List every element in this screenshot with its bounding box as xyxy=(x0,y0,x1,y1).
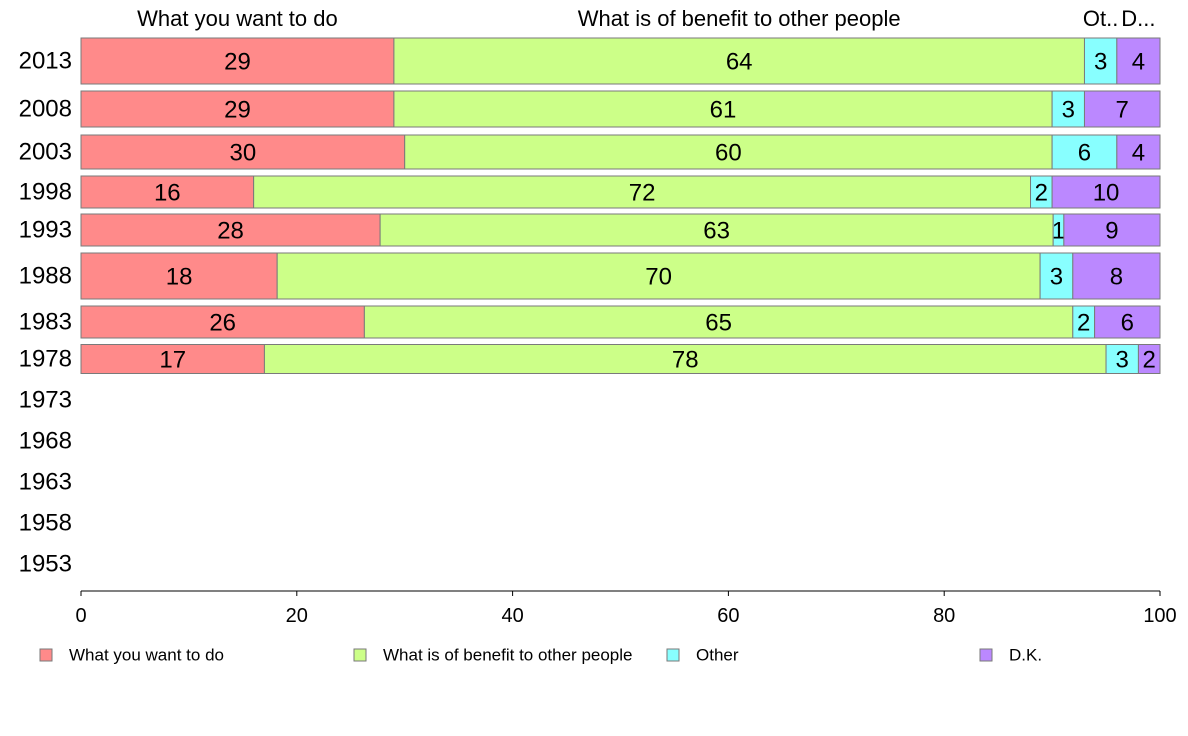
data-label-1993-s3: 9 xyxy=(1105,218,1118,245)
bar-segment-1983-s3 xyxy=(1094,305,1161,339)
bar-segment-2013-s3 xyxy=(1116,37,1161,85)
column-header-s1: What is of benefit to other people xyxy=(578,6,901,31)
x-tick-label-0: 0 xyxy=(75,605,86,627)
bar-segment-1993-s1 xyxy=(379,213,1054,247)
year-label-1978: 1978 xyxy=(19,346,72,373)
legend-label-s3: D.K. xyxy=(1009,646,1042,665)
data-label-1983-s2: 2 xyxy=(1077,310,1090,337)
data-label-2003-s3: 4 xyxy=(1132,140,1145,167)
data-label-2008-s0: 29 xyxy=(224,97,251,124)
bar-segment-2003-s3 xyxy=(1116,134,1161,170)
data-label-2013-s3: 4 xyxy=(1132,49,1145,76)
data-label-1983-s1: 65 xyxy=(705,310,732,337)
bar-segment-2013-s2 xyxy=(1083,37,1118,85)
bar-segment-2013-s0 xyxy=(80,37,395,85)
data-label-2003-s1: 60 xyxy=(715,140,742,167)
data-label-1978-s0: 17 xyxy=(159,347,186,374)
legend-label-s2: Other xyxy=(696,646,739,665)
legend-label-s0: What you want to do xyxy=(69,646,224,665)
x-tick-label-20: 20 xyxy=(286,605,308,627)
x-tick-label-40: 40 xyxy=(501,605,523,627)
bar-segment-1993-s0 xyxy=(80,213,381,247)
bar-segment-1998-s0 xyxy=(80,175,255,209)
year-label-2013: 2013 xyxy=(19,48,72,75)
data-label-2003-s0: 30 xyxy=(229,140,256,167)
year-label-2003: 2003 xyxy=(19,139,72,166)
x-tick-label-100: 100 xyxy=(1143,605,1176,627)
year-label-1963: 1963 xyxy=(19,469,72,496)
bar-segment-2003-s1 xyxy=(404,134,1053,170)
data-label-1983-s0: 26 xyxy=(209,310,236,337)
data-label-1988-s3: 8 xyxy=(1110,264,1123,291)
year-label-1998: 1998 xyxy=(19,179,72,206)
data-label-1993-s1: 63 xyxy=(703,218,730,245)
year-label-2008: 2008 xyxy=(19,96,72,123)
year-label-1993: 1993 xyxy=(19,217,72,244)
data-label-1998-s0: 16 xyxy=(154,180,181,207)
data-label-1988-s1: 70 xyxy=(645,264,672,291)
data-label-1998-s3: 10 xyxy=(1093,180,1120,207)
data-label-2013-s1: 64 xyxy=(726,49,753,76)
bar-segment-1978-s3 xyxy=(1137,344,1161,374)
legend-swatch-s3 xyxy=(979,648,993,662)
bar-segment-1978-s1 xyxy=(263,344,1107,374)
data-label-2008-s1: 61 xyxy=(710,97,737,124)
bar-segment-2008-s0 xyxy=(80,90,395,128)
bar-segment-1988-s0 xyxy=(80,252,278,300)
column-header-s3: D... xyxy=(1121,6,1155,31)
data-label-2003-s2: 6 xyxy=(1078,140,1091,167)
data-label-2008-s2: 3 xyxy=(1062,97,1075,124)
data-label-1988-s0: 18 xyxy=(166,264,193,291)
data-label-1993-s2: 1 xyxy=(1052,218,1065,245)
bar-segment-1998-s3 xyxy=(1051,175,1161,209)
column-header-s2: Ot.. xyxy=(1083,6,1118,31)
data-label-2013-s0: 29 xyxy=(224,49,251,76)
legend-label-s1: What is of benefit to other people xyxy=(383,646,633,665)
column-header-s0: What you want to do xyxy=(137,6,338,31)
x-tick-label-60: 60 xyxy=(717,605,739,627)
bar-segment-2008-s1 xyxy=(393,90,1053,128)
data-label-1983-s3: 6 xyxy=(1121,310,1134,337)
data-label-2008-s3: 7 xyxy=(1116,97,1129,124)
bar-segment-1983-s0 xyxy=(80,305,365,339)
year-label-1968: 1968 xyxy=(19,428,72,455)
bar-segment-1988-s3 xyxy=(1072,252,1161,300)
x-axis: 0 20 40 60 80 100 xyxy=(75,590,1177,627)
bar-segment-1998-s1 xyxy=(253,175,1032,209)
year-label-1983: 1983 xyxy=(19,309,72,336)
column-headers: What you want to do What is of benefit to… xyxy=(137,6,1155,31)
legend-swatch-s0 xyxy=(39,648,53,662)
year-label-1958: 1958 xyxy=(19,510,72,537)
bar-segment-1978-s2 xyxy=(1105,344,1139,374)
x-tick-label-80: 80 xyxy=(933,605,955,627)
bar-segment-1993-s3 xyxy=(1063,213,1161,247)
data-label-1978-s2: 3 xyxy=(1116,347,1129,374)
data-label-1978-s1: 78 xyxy=(672,347,699,374)
bar-segment-1983-s1 xyxy=(363,305,1074,339)
data-label-1998-s2: 2 xyxy=(1035,180,1048,207)
data-label-1988-s2: 3 xyxy=(1050,264,1063,291)
bar-segment-2013-s1 xyxy=(393,37,1085,85)
bar-segment-1988-s1 xyxy=(276,252,1041,300)
data-label-1978-s3: 2 xyxy=(1143,347,1156,374)
bar-segment-2008-s3 xyxy=(1083,90,1161,128)
data-label-2013-s2: 3 xyxy=(1094,49,1107,76)
legend-swatch-s2 xyxy=(666,648,680,662)
legend: What you want to do What is of benefit to… xyxy=(39,646,1042,665)
year-label-1953: 1953 xyxy=(19,551,72,578)
bar-segment-2003-s0 xyxy=(80,134,406,170)
year-label-1988: 1988 xyxy=(19,263,72,290)
data-label-1993-s0: 28 xyxy=(217,218,244,245)
bar-segment-2008-s2 xyxy=(1051,90,1085,128)
data-label-1998-s1: 72 xyxy=(629,180,656,207)
legend-swatch-s1 xyxy=(353,648,367,662)
year-labels: 2013 2008 2003 1998 1993 1988 1983 1978 1973 1968… xyxy=(19,48,72,578)
year-label-1973: 1973 xyxy=(19,387,72,414)
